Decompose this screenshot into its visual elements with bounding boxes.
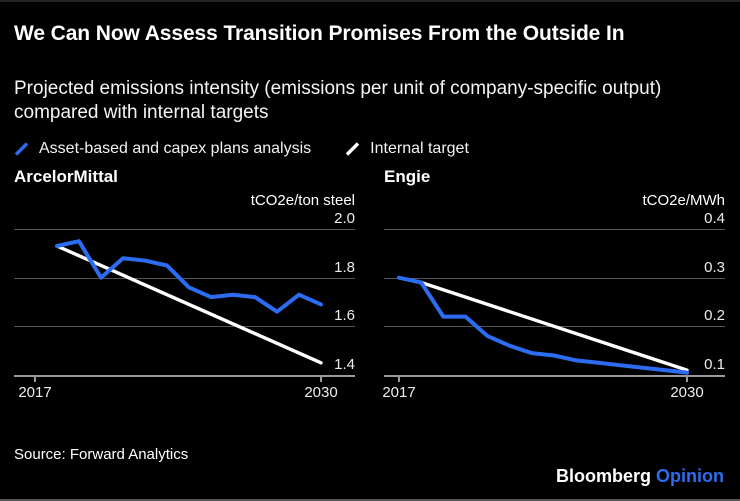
window-edge-bottom <box>0 499 740 501</box>
x-axis-tick <box>320 377 322 382</box>
y-axis-label: 0.3 <box>704 258 725 276</box>
legend-slash-icon <box>14 142 29 156</box>
x-axis-tick-label: 2017 <box>382 384 416 401</box>
internal-target-line <box>55 244 323 365</box>
chart-arcelormittal: ArcelorMittal tCO2e/ton steel 2.0 1.8 1.6 1.4… <box>14 164 355 414</box>
y-axis-label: 0.1 <box>704 356 725 373</box>
chart-legend: Asset-based and capex plans analysis Inte… <box>14 139 503 159</box>
y-axis-label: 2.0 <box>334 210 355 227</box>
legend-item-target: Internal target <box>345 140 469 158</box>
brand-name: Bloomberg <box>556 466 652 486</box>
gridline <box>384 229 725 230</box>
axis-unit-label: tCO2e/ton steel <box>250 192 355 209</box>
source-note: Source: Forward Analytics <box>14 446 189 463</box>
x-axis-tick-label: 2017 <box>18 384 52 401</box>
x-axis-tick <box>398 377 400 382</box>
legend-item-label: Internal target <box>370 140 469 157</box>
window-edge-top <box>0 0 740 2</box>
analysis-line <box>55 239 323 314</box>
gridline <box>14 229 355 230</box>
x-axis-tick <box>686 377 688 382</box>
series-plot <box>55 239 323 365</box>
legend-slash-icon <box>345 142 360 156</box>
chart-engie: Engie tCO2e/MWh 0.4 0.3 0.2 0.1 2017 2030 <box>382 164 725 414</box>
plot-area: 2.0 1.8 1.6 1.4 <box>14 210 355 377</box>
legend-item-analysis: Asset-based and capex plans analysis <box>14 140 311 158</box>
y-axis-label: 0.2 <box>704 307 725 325</box>
gridline <box>384 277 725 279</box>
page-title: We Can Now Assess Transition Promises Fr… <box>14 22 625 45</box>
chart-title: Engie <box>384 167 431 186</box>
x-axis-tick-label: 2030 <box>670 384 704 401</box>
bloomberg-logo: Bloomberg Opinion <box>556 466 724 487</box>
y-axis-label: 1.4 <box>334 356 355 373</box>
analysis-line <box>397 275 689 375</box>
chart-title: ArcelorMittal <box>14 167 118 186</box>
internal-target-line <box>419 280 689 372</box>
gridline <box>14 326 355 328</box>
page-subtitle: Projected emissions intensity (emissions… <box>14 78 662 123</box>
x-axis-tick <box>34 377 36 382</box>
gridline <box>14 277 355 279</box>
y-axis-label: 0.4 <box>704 210 725 227</box>
legend-item-label: Asset-based and capex plans analysis <box>39 140 312 157</box>
brand-suffix: Opinion <box>656 466 724 486</box>
axis-unit-label: tCO2e/MWh <box>642 192 725 209</box>
series-plot <box>397 275 689 375</box>
plot-area: 0.4 0.3 0.2 0.1 <box>384 210 725 377</box>
x-axis-tick-label: 2030 <box>304 384 338 401</box>
y-axis-label: 1.8 <box>334 258 355 276</box>
y-axis-label: 1.6 <box>334 307 355 325</box>
